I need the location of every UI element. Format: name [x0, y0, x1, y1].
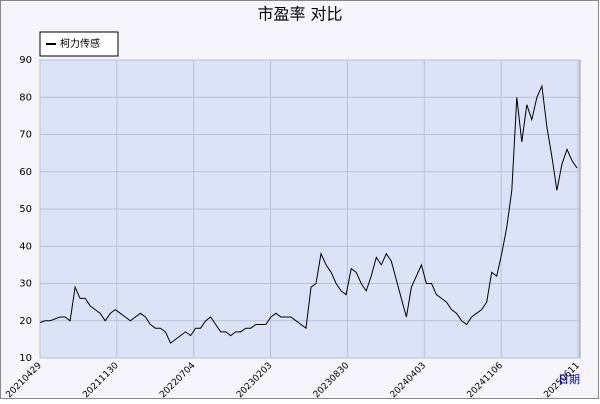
y-tick-label: 60 — [19, 167, 32, 178]
y-tick-label: 10 — [19, 353, 32, 364]
x-axis-label: 日期 — [558, 373, 580, 386]
legend: 柯力传感 — [39, 31, 119, 57]
y-tick-label: 50 — [19, 204, 32, 215]
legend-label: 柯力传感 — [60, 37, 100, 50]
y-tick-label: 20 — [19, 316, 32, 327]
y-tick-label: 30 — [19, 279, 32, 290]
legend-box — [39, 31, 119, 57]
y-tick-label: 70 — [19, 130, 32, 141]
series-line — [39, 84, 578, 344]
y-tick-label: 80 — [19, 92, 32, 103]
chart-title: 市盈率 对比 — [257, 5, 342, 24]
y-tick-label: 40 — [19, 241, 32, 252]
y-tick-label: 90 — [19, 55, 32, 66]
